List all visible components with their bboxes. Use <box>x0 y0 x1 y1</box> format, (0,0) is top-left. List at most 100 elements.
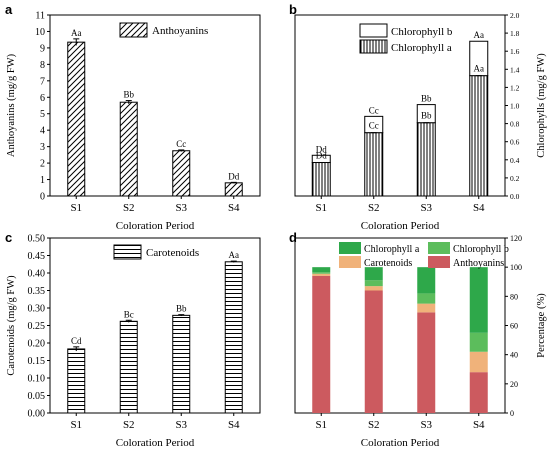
y-tick-label: 4 <box>40 126 45 137</box>
y-tick-label: 6 <box>40 93 45 104</box>
x-tick-label: S1 <box>70 419 82 431</box>
bar-segment <box>312 272 331 274</box>
x-axis-title: Coloration Period <box>361 220 440 232</box>
bar-segment <box>417 312 436 413</box>
y-tick-label: 1.0 <box>510 102 520 111</box>
y-tick-label: 0.4 <box>510 156 520 165</box>
y-tick-label: 1.4 <box>510 65 520 74</box>
legend-swatch <box>428 242 450 254</box>
x-tick-label: S3 <box>420 419 432 431</box>
x-tick-label: S4 <box>228 419 240 431</box>
bar <box>67 41 86 197</box>
bar-segment <box>364 290 383 413</box>
significance-label: Dd <box>316 144 327 154</box>
y-tick-label: 0.15 <box>28 356 46 367</box>
y-axis-title: Percentage (%) <box>536 293 547 358</box>
y-tick-label: 0.50 <box>28 234 46 245</box>
significance-label: Cd <box>71 336 82 346</box>
y-tick-label: 80 <box>510 292 518 301</box>
y-tick-label: 2.0 <box>510 11 520 20</box>
y-tick-label: 1 <box>40 175 45 186</box>
bar <box>172 150 191 197</box>
bar-chlorophyll-a <box>416 122 436 197</box>
legend-label: Anthoyanins <box>453 258 504 269</box>
significance-label: Bb <box>421 111 432 121</box>
legend-label: Carotenoids <box>146 247 199 259</box>
significance-label: Aa <box>71 28 82 38</box>
bar-chlorophyll-a <box>364 132 384 197</box>
y-tick-label: 9 <box>40 43 45 54</box>
x-axis-title: Coloration Period <box>116 437 195 449</box>
x-tick-label: S1 <box>315 202 327 214</box>
significance-label: Aa <box>474 30 485 40</box>
bar-segment <box>312 267 331 273</box>
y-tick-label: 0.00 <box>28 409 46 420</box>
bar-segment <box>417 267 436 294</box>
bar-segment <box>364 280 383 287</box>
bar <box>119 101 138 197</box>
legend-swatch <box>359 23 388 38</box>
y-axis-title: Anthoyanins (mg/g FW) <box>6 53 17 157</box>
bar-segment <box>417 293 436 304</box>
bar-chlorophyll-a <box>311 162 331 197</box>
y-tick-label: 0.35 <box>28 286 46 297</box>
x-tick-label: S4 <box>473 419 485 431</box>
y-tick-label: 60 <box>510 322 518 331</box>
y-tick-label: 120 <box>510 234 522 243</box>
bar <box>119 320 138 414</box>
y-tick-label: 5 <box>40 109 45 120</box>
y-tick-label: 0 <box>510 409 514 418</box>
bar-chlorophyll-a <box>469 75 489 197</box>
legend-swatch <box>339 256 361 268</box>
legend-label: Chlorophyll a <box>364 244 420 255</box>
significance-label: Aa <box>229 250 240 260</box>
panel-c: 0.00 0.05 0.10 0.15 0.20 0.25 0.30 0.35 0.40 0.45… <box>6 234 261 449</box>
significance-label: Bb <box>421 94 432 104</box>
panel-a: 0 1 2 3 4 5 6 7 8 9 10 11 S1 S2 S3 S4 Coloration Period A… <box>6 11 261 232</box>
y-tick-label: 7 <box>40 76 45 87</box>
x-axis-title: Coloration Period <box>361 437 440 449</box>
bar-segment <box>312 275 331 413</box>
bar <box>224 261 243 414</box>
legend-swatch <box>113 244 142 260</box>
panel-b: 0.0 0.2 0.4 0.6 0.8 1.0 1.2 1.4 1.6 1.8 2.0 S1 S2 S3 S… <box>294 11 547 232</box>
legend-label: Chlorophyll b <box>453 244 509 255</box>
y-tick-label: 0 <box>40 192 45 203</box>
plot-frame <box>49 14 261 197</box>
bar-segment <box>469 351 488 373</box>
x-tick-label: S3 <box>175 202 187 214</box>
y-tick-label: 0.10 <box>28 374 46 385</box>
y-tick-label: 40 <box>510 351 518 360</box>
legend-label: Carotenoids <box>364 258 412 269</box>
panel-d: 0 20 40 60 80 100 120 S1 S2 S3 S4 Coloration Period… <box>294 234 547 449</box>
bar-segment <box>417 303 436 313</box>
significance-label: Aa <box>474 64 485 74</box>
panel-letter-d: d <box>289 230 297 245</box>
significance-label: Bc <box>124 309 134 319</box>
y-tick-label: 1.6 <box>510 47 520 56</box>
bar-segment <box>364 286 383 291</box>
x-tick-label: S2 <box>123 202 135 214</box>
x-tick-label: S4 <box>473 202 485 214</box>
legend-swatch <box>359 39 388 54</box>
significance-label: Cc <box>369 121 379 131</box>
significance-label: Bb <box>176 304 187 314</box>
y-tick-label: 2 <box>40 159 45 170</box>
y-tick-label: 0.45 <box>28 251 46 262</box>
x-tick-label: S2 <box>368 419 380 431</box>
x-tick-label: S1 <box>315 419 327 431</box>
x-axis-title: Coloration Period <box>116 220 195 232</box>
x-tick-label: S1 <box>70 202 82 214</box>
y-tick-label: 8 <box>40 60 45 71</box>
y-axis-title: Chlorophylls (mg/g FW) <box>536 53 547 158</box>
y-tick-label: 0.6 <box>510 138 520 147</box>
legend-swatch <box>119 22 148 38</box>
y-tick-label: 0.40 <box>28 269 46 280</box>
significance-label: Dd <box>316 151 327 161</box>
panel-letter-c: c <box>5 230 12 245</box>
bar-segment <box>469 332 488 352</box>
x-tick-label: S4 <box>228 202 240 214</box>
y-tick-label: 0.25 <box>28 321 46 332</box>
x-tick-label: S2 <box>123 419 135 431</box>
significance-label: Cc <box>176 139 186 149</box>
